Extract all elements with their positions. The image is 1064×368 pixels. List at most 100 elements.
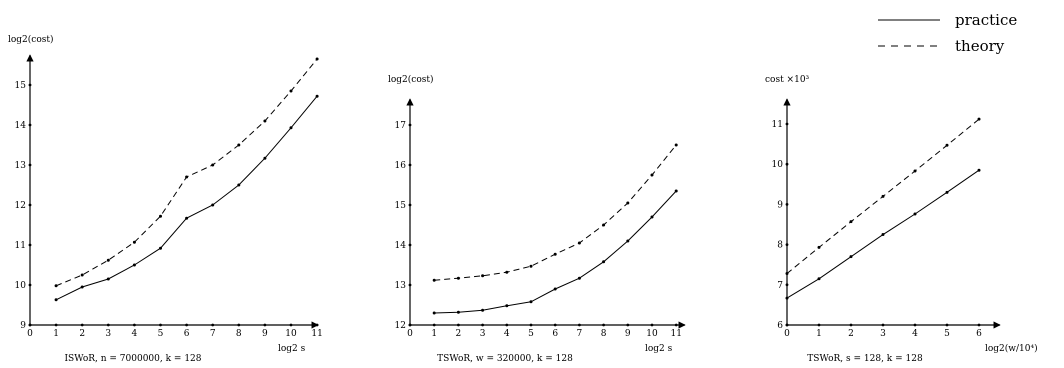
data-point-theory <box>650 173 654 177</box>
x-tick-label: 4 <box>504 329 510 339</box>
data-point-theory <box>817 245 821 249</box>
x-tick-mark <box>945 323 949 327</box>
y-tick-mark <box>28 323 32 327</box>
y-tick-mark <box>785 203 789 206</box>
y-tick-mark <box>28 283 32 287</box>
data-point-practice <box>185 216 189 220</box>
x-tick-mark <box>263 323 267 327</box>
data-point-theory <box>54 284 58 288</box>
y-tick-mark <box>28 83 32 87</box>
x-tick-label: 1 <box>431 329 437 339</box>
y-tick-label: 16 <box>395 161 407 171</box>
y-tick-label: 11 <box>772 120 783 130</box>
x-tick-label: 7 <box>577 329 583 339</box>
data-point-theory <box>185 175 189 179</box>
y-tick-label: 9 <box>20 321 26 331</box>
y-axis-label: log2(cost) <box>8 34 54 45</box>
x-tick-mark <box>913 323 917 327</box>
chart-caption: TSWoR, w = 320000, k = 128 <box>437 354 573 364</box>
data-point-practice <box>650 215 654 219</box>
x-tick-label: 1 <box>53 329 59 339</box>
data-point-practice <box>674 189 678 193</box>
y-tick-mark <box>408 243 412 247</box>
x-tick-label: 1 <box>816 329 822 339</box>
x-tick-mark <box>315 323 319 327</box>
y-tick-label: 9 <box>777 200 783 210</box>
x-tick-label: 11 <box>311 329 322 339</box>
x-tick-label: 3 <box>880 329 886 339</box>
x-tick-label: 6 <box>552 329 558 339</box>
y-tick-mark <box>28 203 32 207</box>
x-tick-mark <box>849 323 853 327</box>
x-tick-label: 0 <box>407 329 413 339</box>
x-axis-label: log2(w/10⁴) <box>985 343 1038 354</box>
x-tick-mark <box>133 323 136 327</box>
y-tick-label: 13 <box>395 281 407 291</box>
data-point-practice <box>577 276 581 280</box>
x-tick-mark <box>529 323 533 327</box>
data-point-theory <box>263 119 267 123</box>
y-tick-mark <box>785 283 789 287</box>
x-axis-label: log2 s <box>645 344 673 354</box>
x-tick-label: 6 <box>976 329 982 339</box>
data-point-practice <box>785 296 789 300</box>
x-tick-mark <box>481 323 484 327</box>
series-line-theory <box>434 144 677 281</box>
data-point-practice <box>529 300 533 304</box>
x-tick-label: 2 <box>79 329 85 339</box>
x-tick-label: 5 <box>158 329 164 339</box>
data-point-theory <box>577 241 581 245</box>
data-point-practice <box>80 285 84 289</box>
x-tick-mark <box>977 323 981 327</box>
x-tick-mark <box>211 323 215 327</box>
data-point-theory <box>626 201 630 205</box>
x-tick-label: 3 <box>105 329 111 339</box>
data-point-theory <box>289 89 293 93</box>
x-tick-mark <box>505 323 509 327</box>
data-point-practice <box>553 287 557 291</box>
x-tick-mark <box>289 323 293 327</box>
y-tick-mark <box>28 123 32 127</box>
series-line-theory <box>55 58 318 287</box>
y-tick-label: 11 <box>15 241 26 251</box>
x-tick-label: 10 <box>285 329 297 339</box>
data-point-practice <box>237 183 241 187</box>
chart-tsw-or-w: 0 1 2 3 4 5 6 7 8 9 10 11121314151617log2(cost)log2… <box>388 74 686 364</box>
x-tick-mark <box>106 323 110 327</box>
data-point-practice <box>817 277 821 281</box>
data-point-theory <box>785 272 789 276</box>
data-point-theory <box>132 240 136 244</box>
y-axis-label: cost ×10³ <box>765 75 810 85</box>
x-tick-label: 2 <box>456 329 462 339</box>
y-tick-label: 10 <box>15 281 27 291</box>
y-tick-label: 10 <box>772 160 784 170</box>
x-tick-mark <box>626 323 630 327</box>
data-point-theory <box>881 194 885 198</box>
x-tick-mark <box>54 323 58 327</box>
data-point-theory <box>674 143 678 147</box>
y-tick-mark <box>408 123 412 127</box>
y-tick-label: 7 <box>777 281 783 291</box>
x-tick-label: 5 <box>944 329 950 339</box>
y-tick-mark <box>408 163 412 167</box>
x-tick-mark <box>185 323 189 327</box>
data-point-theory <box>432 278 436 282</box>
x-tick-label: 11 <box>670 329 681 339</box>
y-tick-mark <box>785 243 789 247</box>
data-point-practice <box>945 190 949 194</box>
data-point-practice <box>315 94 319 98</box>
x-tick-mark <box>650 323 654 327</box>
data-point-theory <box>945 143 949 147</box>
data-point-theory <box>977 117 981 121</box>
legend: practice theory <box>878 11 1017 55</box>
data-point-theory <box>106 258 110 262</box>
data-point-practice <box>211 203 215 207</box>
x-tick-label: 0 <box>784 329 790 339</box>
data-point-theory <box>481 274 485 278</box>
data-point-theory <box>211 163 215 167</box>
data-point-theory <box>913 169 917 173</box>
data-point-practice <box>132 263 136 267</box>
series-line-practice <box>55 95 318 301</box>
x-tick-mark <box>432 323 436 327</box>
